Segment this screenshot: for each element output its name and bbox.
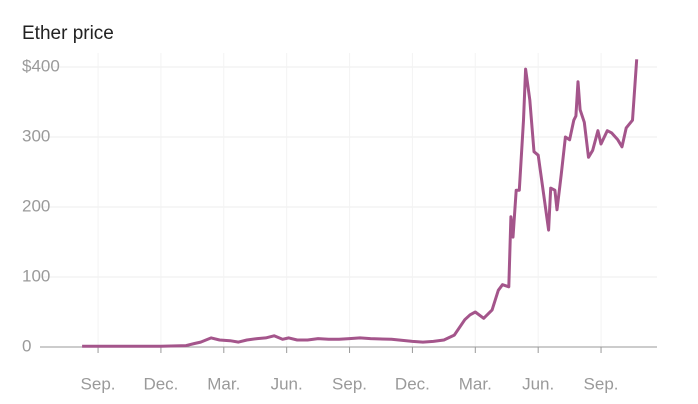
x-tick-label: Sep. bbox=[81, 374, 116, 393]
y-tick-label: 0 bbox=[22, 336, 31, 355]
y-tick-label: $400 bbox=[22, 56, 60, 75]
x-tick-label: Dec. bbox=[395, 374, 430, 393]
x-tick-label: Mar. bbox=[207, 374, 240, 393]
x-tick-label: Sep. bbox=[332, 374, 367, 393]
chart-title: Ether price bbox=[22, 23, 114, 44]
x-tick-label: Mar. bbox=[459, 374, 492, 393]
x-tick-label: Sep. bbox=[584, 374, 619, 393]
x-tick-label: Jun. bbox=[522, 374, 554, 393]
x-tick-label: Dec. bbox=[143, 374, 178, 393]
y-tick-label: 300 bbox=[22, 126, 50, 145]
y-tick-label: 200 bbox=[22, 196, 50, 215]
x-tick-label: Jun. bbox=[271, 374, 303, 393]
price-line bbox=[82, 59, 639, 348]
y-tick-label: 100 bbox=[22, 266, 50, 285]
